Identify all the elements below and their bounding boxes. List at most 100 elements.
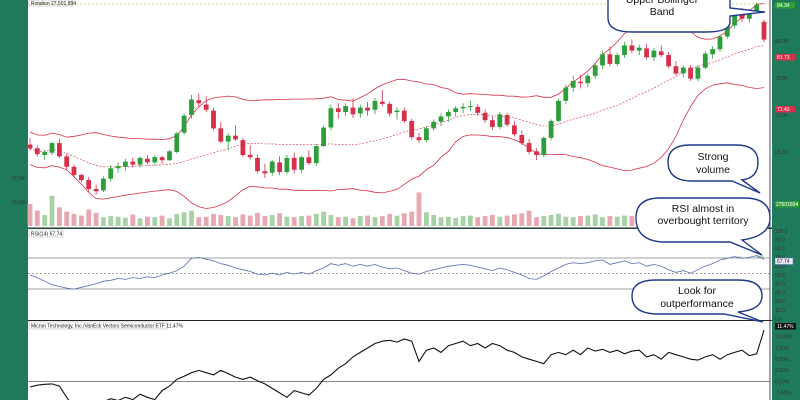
rs-tick-label: -2.50%	[775, 391, 791, 397]
volume-bar	[394, 215, 400, 227]
volume-bar	[211, 213, 216, 226]
volume-bar	[71, 213, 77, 226]
callout-strong-volume-line2: volume	[696, 164, 730, 176]
candle-body	[365, 107, 370, 111]
callout-upper-bollinger-line2: Band	[650, 6, 675, 18]
candle-body	[754, 4, 760, 11]
candle-body	[585, 75, 591, 84]
volume-bar	[379, 216, 385, 226]
relative-performance-panel	[28, 321, 772, 400]
volume-bar	[269, 215, 275, 226]
rsi-line-group	[29, 255, 765, 290]
candle-body	[651, 50, 657, 58]
candle-body	[556, 100, 561, 121]
candle-body	[548, 120, 554, 138]
candle-body	[680, 67, 686, 74]
candle-body	[431, 121, 437, 129]
candle-body	[115, 166, 121, 169]
volume-bar	[321, 211, 326, 226]
volume-bar	[365, 215, 370, 227]
volume-bar	[343, 216, 348, 227]
candle-body	[673, 66, 679, 74]
lower-band-text: 71.43	[777, 107, 790, 113]
volume-bar	[145, 216, 150, 227]
volume-bar	[534, 217, 539, 226]
volume-bar	[196, 217, 202, 226]
candle-body	[490, 120, 495, 127]
volume-bar	[240, 214, 246, 226]
volume-bar	[159, 215, 165, 227]
candle-body	[79, 174, 84, 181]
candle-body	[592, 65, 598, 76]
upper-band-text: 81.73	[777, 55, 790, 61]
volume-bar	[291, 217, 297, 226]
candle-body	[732, 12, 737, 26]
callout-upper-bollinger-line1: Upper Bollinger	[626, 0, 699, 6]
volume-tick-label: 25.0m	[12, 200, 26, 206]
rsi-tick-label: 30.0	[775, 290, 785, 296]
candle-body	[93, 189, 99, 192]
candle-body	[343, 106, 348, 112]
candle-body	[666, 55, 671, 67]
candle-body	[379, 101, 385, 104]
candle-body	[614, 55, 620, 64]
candle-body	[174, 133, 180, 152]
candle-body	[526, 143, 532, 152]
candle-body	[644, 48, 649, 58]
price-tick-label: 70.00	[775, 113, 788, 119]
volume-bar	[460, 216, 466, 226]
candle-body	[761, 21, 767, 40]
volume-bar	[497, 216, 503, 227]
callout-outperformance-line2: outperformance	[660, 298, 734, 310]
volume-value-label: 27501894	[775, 201, 799, 208]
candle-body	[534, 151, 539, 155]
volume-bar	[123, 217, 128, 227]
candle-body	[746, 10, 752, 19]
rsi-header-box	[28, 229, 64, 238]
volume-bar	[64, 211, 70, 226]
volume-bar	[614, 216, 620, 227]
candle-body	[622, 45, 627, 55]
callout-strong-volume: Strong volume	[667, 144, 761, 194]
volume-bar	[482, 216, 488, 226]
volume-bar	[247, 215, 253, 227]
candle-body	[284, 157, 290, 172]
rs-tick-label: 10.00%	[775, 335, 793, 341]
volume-bar	[512, 214, 517, 226]
volume-bar	[424, 212, 429, 227]
volume-bar	[328, 215, 334, 226]
volume-bar	[526, 210, 532, 226]
rsi-tick-label: 40.0	[775, 282, 785, 288]
candle-body	[394, 110, 400, 113]
candle-body	[233, 135, 238, 140]
volume-bar	[167, 218, 172, 226]
price-tick-label: 75.00	[775, 76, 788, 82]
volume-bar	[453, 217, 459, 227]
rsi-tick-label: 0.0	[775, 317, 782, 323]
candle-body	[600, 54, 605, 66]
volume-bar	[299, 216, 304, 226]
volume-bar	[401, 213, 407, 226]
price-header-box	[28, 0, 74, 7]
volume-bar	[438, 217, 444, 226]
last-price-text: 84.34	[777, 3, 790, 9]
candle-body	[123, 161, 128, 167]
volume-bar	[189, 210, 194, 226]
rsi-value-label: 67.74	[774, 257, 794, 265]
callout-upper-bollinger: Upper Bollinger Band	[607, 0, 766, 33]
candle-body	[225, 135, 231, 142]
candle-body	[453, 108, 459, 112]
volume-bar	[34, 210, 40, 226]
volume-bar	[79, 215, 84, 227]
candle-body	[695, 67, 701, 79]
rsi-line	[29, 255, 765, 290]
volume-bar	[93, 212, 99, 226]
candle-body	[629, 45, 635, 51]
rs-tick-label: 2.50%	[775, 368, 790, 374]
volume-bar	[181, 212, 187, 227]
upper-band-label: 81.73	[775, 54, 795, 61]
candle-body	[64, 156, 70, 167]
rs-tick-label: 0.00%	[775, 379, 790, 385]
candle-body	[130, 161, 136, 165]
rsi-tick-label: 90.0	[775, 238, 785, 244]
